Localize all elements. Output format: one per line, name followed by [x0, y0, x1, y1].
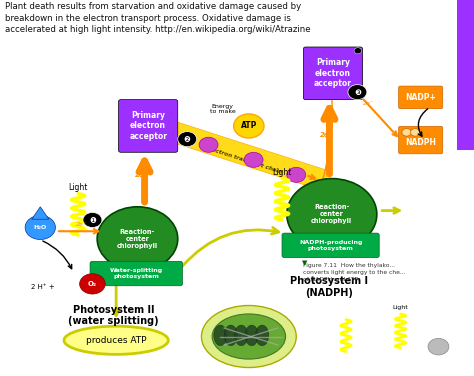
Circle shape — [199, 137, 218, 152]
Text: ATP: ATP — [241, 121, 257, 130]
Ellipse shape — [214, 325, 227, 346]
Text: Water-splitting
photosystem: Water-splitting photosystem — [109, 268, 163, 279]
Ellipse shape — [255, 325, 269, 346]
Text: Plant death results from starvation and oxidative damage caused by
breakdown in : Plant death results from starvation and … — [5, 2, 310, 35]
Text: Light: Light — [69, 183, 88, 192]
Ellipse shape — [235, 325, 248, 346]
Text: ❸: ❸ — [354, 88, 361, 97]
Ellipse shape — [64, 326, 168, 354]
Text: 2 H⁺ +: 2 H⁺ + — [31, 284, 55, 290]
Text: Electron transport chain: Electron transport chain — [205, 145, 283, 174]
Text: produces ATP: produces ATP — [86, 336, 146, 345]
Text: NADPH-producing
photosystem: NADPH-producing photosystem — [299, 240, 362, 251]
Circle shape — [410, 129, 420, 136]
Text: Primary
electron
acceptor: Primary electron acceptor — [314, 58, 352, 88]
Circle shape — [234, 114, 264, 138]
FancyBboxPatch shape — [282, 233, 379, 258]
Ellipse shape — [201, 305, 296, 368]
Text: 2e⁻: 2e⁻ — [135, 172, 148, 178]
Circle shape — [354, 48, 362, 54]
Text: H₂O: H₂O — [34, 225, 47, 230]
Ellipse shape — [245, 325, 258, 346]
Circle shape — [83, 212, 102, 227]
Text: 2e⁻: 2e⁻ — [76, 222, 87, 227]
Text: Primary
electron
acceptor: Primary electron acceptor — [129, 111, 167, 141]
Text: 2e⁻: 2e⁻ — [363, 101, 374, 106]
Circle shape — [178, 132, 197, 147]
Bar — [457, 0, 474, 150]
Circle shape — [25, 215, 55, 240]
Text: Photosystem I
(NADPH): Photosystem I (NADPH) — [291, 276, 368, 298]
Text: ▼: ▼ — [302, 261, 307, 267]
Text: 2e⁻: 2e⁻ — [320, 132, 333, 138]
FancyBboxPatch shape — [118, 100, 178, 152]
Circle shape — [428, 338, 449, 355]
Circle shape — [80, 274, 105, 294]
Polygon shape — [168, 122, 329, 190]
Text: ❷: ❷ — [184, 135, 191, 144]
Ellipse shape — [224, 325, 237, 346]
Circle shape — [348, 85, 367, 100]
FancyBboxPatch shape — [90, 261, 182, 286]
FancyBboxPatch shape — [399, 126, 443, 154]
FancyBboxPatch shape — [399, 86, 443, 109]
Polygon shape — [32, 207, 49, 219]
Text: Photosystem II
(water splitting): Photosystem II (water splitting) — [68, 305, 159, 326]
Circle shape — [287, 167, 306, 182]
Ellipse shape — [212, 314, 285, 359]
Text: ❶: ❶ — [89, 215, 96, 224]
Text: NADPH: NADPH — [405, 138, 436, 147]
Circle shape — [97, 207, 178, 271]
Circle shape — [287, 179, 377, 250]
Text: NADP+: NADP+ — [405, 93, 436, 102]
Circle shape — [402, 129, 411, 136]
Text: Light: Light — [392, 305, 409, 310]
Text: Light: Light — [273, 168, 292, 177]
Text: O₂: O₂ — [88, 281, 97, 287]
FancyBboxPatch shape — [303, 47, 363, 100]
Text: Energy
to make: Energy to make — [210, 104, 236, 114]
Circle shape — [244, 152, 263, 167]
Text: Reaction-
center
chlorophyll: Reaction- center chlorophyll — [117, 229, 158, 249]
Text: Reaction-
center
chlorophyll: Reaction- center chlorophyll — [311, 204, 352, 224]
Text: Figure 7.11  How the thylako...
converts light energy to the che...
of NADPH and: Figure 7.11 How the thylako... converts … — [303, 263, 406, 282]
